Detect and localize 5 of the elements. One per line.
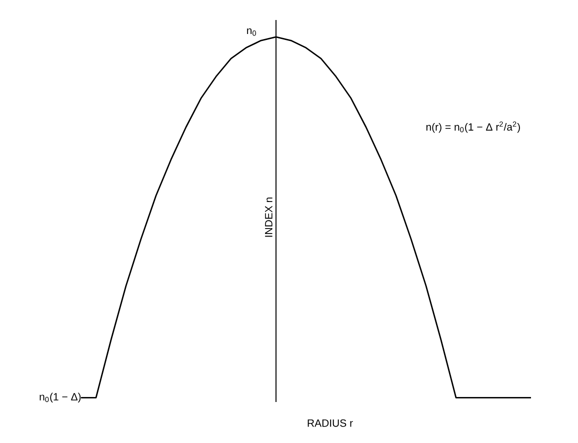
annotation: n(r) = n$_{0}$(1 − Δ r$^{2}$/a$^{2}$) (426, 121, 520, 133)
annotation: n$_{0}$(1 − Δ) (40, 392, 81, 403)
text: n$_{0}$ (247, 28, 256, 36)
x-axis-title: RADIUS r (308, 419, 353, 427)
y-axis-title: INDEX n (265, 198, 272, 237)
